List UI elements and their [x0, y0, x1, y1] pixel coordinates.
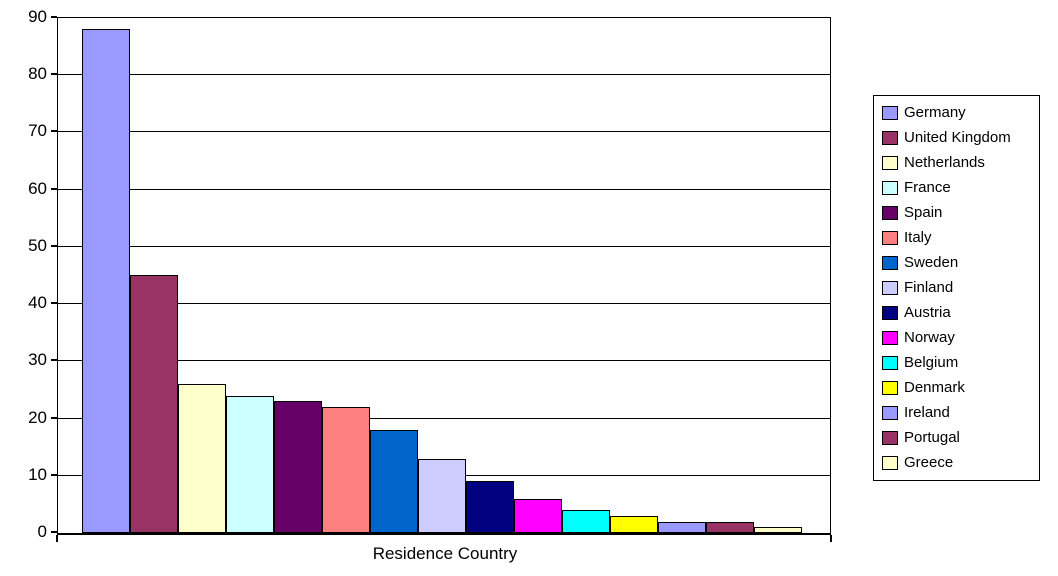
y-axis-label: 70 [28, 121, 47, 140]
legend-swatch [882, 355, 898, 370]
legend-item-ireland: Ireland [882, 400, 1039, 425]
bar-belgium [562, 510, 610, 533]
legend-label: Spain [904, 204, 943, 221]
legend-swatch [882, 330, 898, 345]
x-axis-tick [830, 535, 832, 542]
bar-greece [754, 527, 802, 533]
y-axis-tick [51, 73, 57, 75]
legend-item-united-kingdom: United Kingdom [882, 125, 1039, 150]
y-axis-label: 10 [28, 465, 47, 484]
bar-ireland [658, 522, 706, 533]
bar-norway [514, 499, 562, 533]
y-axis-label: 60 [28, 179, 47, 198]
legend-label: Portugal [904, 429, 960, 446]
legend-label: Sweden [904, 254, 959, 271]
bar-italy [322, 407, 370, 533]
gridline [58, 418, 830, 419]
y-axis-label: 90 [28, 7, 47, 26]
legend-swatch [882, 405, 898, 420]
gridline [58, 360, 830, 361]
y-axis-label: 20 [28, 408, 47, 427]
legend-item-norway: Norway [882, 325, 1039, 350]
legend-item-france: France [882, 175, 1039, 200]
y-axis-tick [51, 417, 57, 419]
bar-germany [82, 29, 130, 533]
bar-portugal [706, 522, 754, 533]
legend-swatch [882, 305, 898, 320]
y-axis-label: 50 [28, 236, 47, 255]
y-axis-tick [51, 16, 57, 18]
gridline [58, 303, 830, 304]
y-axis-tick [51, 359, 57, 361]
legend-swatch [882, 255, 898, 270]
y-axis-tick [51, 188, 57, 190]
gridline [58, 189, 830, 190]
bar-finland [418, 459, 466, 533]
legend-item-portugal: Portugal [882, 425, 1039, 450]
y-axis-tick [51, 130, 57, 132]
gridline [58, 246, 830, 247]
legend-label: United Kingdom [904, 129, 1011, 146]
legend-label: France [904, 179, 951, 196]
legend-item-greece: Greece [882, 450, 1039, 475]
legend-swatch [882, 155, 898, 170]
y-axis-tick [51, 531, 57, 533]
legend-label: Germany [904, 104, 966, 121]
y-axis-label: 80 [28, 64, 47, 83]
bar-spain [274, 401, 322, 533]
legend-label: Ireland [904, 404, 950, 421]
legend-items: Germany United Kingdom Netherlands France Sp… [882, 100, 1039, 475]
x-axis-title: Residence Country [372, 544, 518, 563]
legend-swatch [882, 230, 898, 245]
legend-item-italy: Italy [882, 225, 1039, 250]
x-axis-tick [56, 535, 58, 542]
legend-item-finland: Finland [882, 275, 1039, 300]
gridline [58, 131, 830, 132]
legend-label: Austria [904, 304, 951, 321]
legend-swatch [882, 105, 898, 120]
legend-swatch [882, 430, 898, 445]
legend-label: Norway [904, 329, 955, 346]
legend-label: Italy [904, 229, 932, 246]
legend-item-netherlands: Netherlands [882, 150, 1039, 175]
y-axis-label: 0 [37, 522, 47, 541]
legend-label: Greece [904, 454, 954, 471]
y-axis-tick [51, 245, 57, 247]
legend-label: Netherlands [904, 154, 985, 171]
legend-swatch [882, 455, 898, 470]
legend-swatch [882, 130, 898, 145]
legend-label: Finland [904, 279, 954, 296]
legend-swatch [882, 205, 898, 220]
legend-label: Denmark [904, 379, 965, 396]
legend-item-germany: Germany [882, 100, 1039, 125]
bar-netherlands [178, 384, 226, 533]
bar-austria [466, 481, 514, 533]
bar-denmark [610, 516, 658, 533]
legend-item-spain: Spain [882, 200, 1039, 225]
legend-label: Belgium [904, 354, 959, 371]
y-axis-label: 30 [28, 350, 47, 369]
bar-sweden [370, 430, 418, 533]
legend-item-denmark: Denmark [882, 375, 1039, 400]
bar-france [226, 396, 274, 533]
legend-item-belgium: Belgium [882, 350, 1039, 375]
legend-swatch [882, 180, 898, 195]
bar-united-kingdom [130, 275, 178, 533]
legend-swatch [882, 280, 898, 295]
plot-area [57, 17, 831, 535]
legend-item-austria: Austria [882, 300, 1039, 325]
legend: Germany United Kingdom Netherlands France Sp… [873, 95, 1040, 481]
legend-swatch [882, 380, 898, 395]
y-axis-tick [51, 474, 57, 476]
y-axis-tick [51, 302, 57, 304]
y-axis-label: 40 [28, 293, 47, 312]
gridline [58, 74, 830, 75]
legend-item-sweden: Sweden [882, 250, 1039, 275]
